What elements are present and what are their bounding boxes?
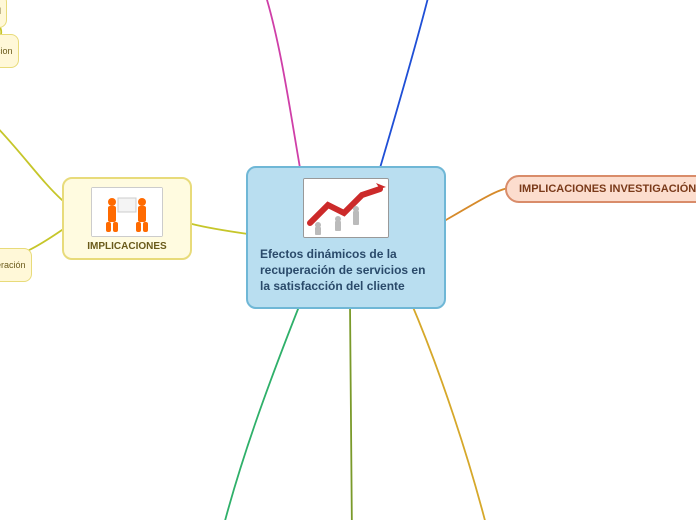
partial-label-2: cion bbox=[0, 46, 13, 56]
connector-se bbox=[410, 300, 490, 520]
investigacion-label: IMPLICACIONES INVESTIGACIÓN bbox=[519, 183, 696, 195]
connector-wchild1 bbox=[0, 120, 62, 200]
connector-w bbox=[192, 224, 248, 234]
node-investigacion[interactable]: IMPLICACIONES INVESTIGACIÓN bbox=[505, 175, 696, 203]
partial-label-1: d bbox=[0, 6, 1, 16]
connector-nw bbox=[264, 0, 300, 168]
connector-sw bbox=[220, 304, 300, 520]
node-central[interactable]: Efectos dinámicos de la recuperación de … bbox=[246, 166, 446, 309]
partial-node-top-1: d bbox=[0, 0, 7, 28]
implicaciones-thumb bbox=[91, 187, 163, 237]
partial-label-3: eración bbox=[0, 260, 26, 270]
connector-e bbox=[446, 188, 510, 220]
partial-node-top-2: cion bbox=[0, 34, 19, 68]
connector-ne bbox=[380, 0, 430, 168]
implicaciones-label: IMPLICACIONES bbox=[87, 241, 166, 252]
connector-s bbox=[350, 304, 352, 520]
partial-node-mid: eración bbox=[0, 248, 32, 282]
central-thumb bbox=[303, 178, 389, 238]
central-title: Efectos dinámicos de la recuperación de … bbox=[260, 246, 432, 295]
node-implicaciones[interactable]: IMPLICACIONES bbox=[62, 177, 192, 260]
